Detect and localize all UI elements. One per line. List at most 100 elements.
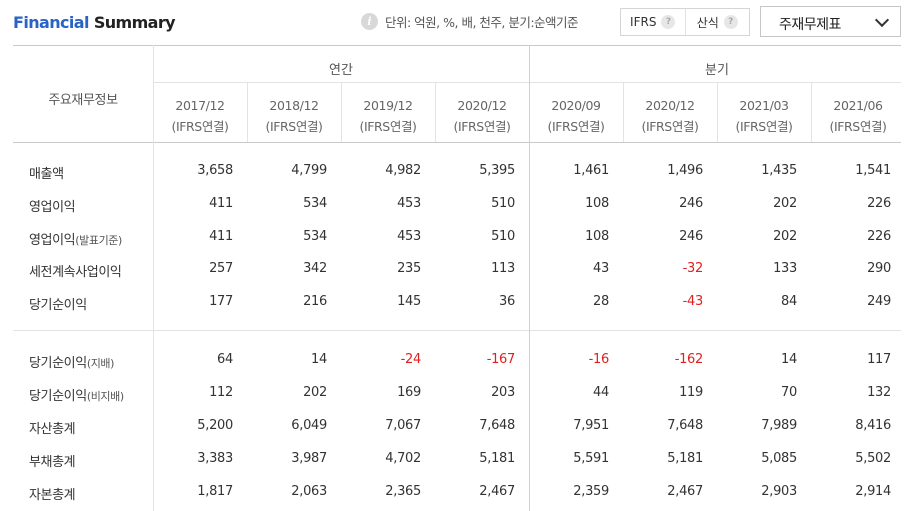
table-cell: 7,067 [385, 418, 421, 433]
table-cell: -16 [588, 352, 610, 367]
table-cell: 5,502 [855, 451, 891, 466]
table-cell: 5,200 [197, 418, 233, 433]
row-label: 영업이익 [29, 196, 76, 215]
table-cell: 1,496 [667, 163, 703, 178]
row-label: 당기순이익(지배) [29, 352, 114, 371]
table-cell: 2,467 [667, 484, 703, 499]
table-cell: 44 [593, 385, 609, 400]
table-cell: 411 [209, 229, 233, 244]
column-basis: (IFRS연결) [265, 119, 323, 134]
column-basis: (IFRS연결) [453, 119, 511, 134]
table-cell: 8,416 [855, 418, 891, 433]
column-basis: (IFRS연결) [359, 119, 417, 134]
table-cell: 3,658 [197, 163, 233, 178]
table-cell: 216 [303, 294, 327, 309]
table-cell: 510 [491, 229, 515, 244]
annual-quarter-divider [529, 45, 530, 511]
table-cell: 108 [585, 229, 609, 244]
unit-text: 단위: 억원, %, 배, 천주, 분기:순액기준 [385, 15, 579, 30]
table-cell: 108 [585, 196, 609, 211]
table-cell: 4,702 [385, 451, 421, 466]
column-period: 2017/12 [175, 98, 225, 113]
table-cell: 1,817 [197, 484, 233, 499]
row-label-text: 매출액 [29, 167, 64, 182]
table-cell: 2,467 [479, 484, 515, 499]
info-circle-icon[interactable]: i [361, 13, 378, 30]
row-label-text: 당기순이익 [29, 389, 87, 404]
table-cell: -162 [674, 352, 704, 367]
column-divider [623, 82, 624, 142]
table-cell: 202 [303, 385, 327, 400]
column-period: 2019/12 [363, 98, 413, 113]
table-cell: 36 [499, 294, 515, 309]
table-cell: 7,951 [573, 418, 609, 433]
formula-toggle-button[interactable]: 산식 ? [684, 9, 750, 35]
table-cell: 117 [867, 352, 891, 367]
group-annual-header: 연간 [329, 63, 353, 78]
column-divider [811, 82, 812, 142]
table-cell: 6,049 [291, 418, 327, 433]
group-header-divider [153, 82, 901, 83]
table-cell: 257 [209, 261, 233, 276]
ifrs-toggle-button[interactable]: IFRS ? [621, 9, 685, 35]
table-cell: 235 [397, 261, 421, 276]
row-label: 당기순이익 [29, 294, 87, 313]
ifrs-label: IFRS [630, 15, 657, 29]
column-header: 2019/12 (IFRS연결) [341, 95, 435, 137]
row-label-text: 영업이익 [29, 233, 76, 248]
column-period: 2021/03 [739, 98, 789, 113]
table-cell: 5,591 [573, 451, 609, 466]
table-cell: 1,541 [855, 163, 891, 178]
table-cell: 5,181 [667, 451, 703, 466]
table-cell: 246 [679, 229, 703, 244]
table-cell: 119 [679, 385, 703, 400]
column-basis: (IFRS연결) [547, 119, 605, 134]
table-cell: 7,989 [761, 418, 797, 433]
table-cell: 4,799 [291, 163, 327, 178]
column-header: 2017/12 (IFRS연결) [153, 95, 247, 137]
column-header: 2020/09 (IFRS연결) [529, 95, 623, 137]
group-quarter-header: 분기 [705, 63, 729, 78]
table-cell: 202 [773, 196, 797, 211]
statement-type-select[interactable]: 주재무제표 [760, 6, 901, 37]
table-cell: 177 [209, 294, 233, 309]
table-cell: 5,395 [479, 163, 515, 178]
table-cell: 226 [867, 229, 891, 244]
table-cell: 342 [303, 261, 327, 276]
table-cell: 5,181 [479, 451, 515, 466]
column-basis: (IFRS연결) [829, 119, 887, 134]
column-header: 2018/12 (IFRS연결) [247, 95, 341, 137]
table-cell: 226 [867, 196, 891, 211]
table-cell: 14 [781, 352, 797, 367]
table-cell: 113 [491, 261, 515, 276]
table-top-border [13, 45, 901, 46]
table-cell: -43 [682, 294, 704, 309]
row-label-qualifier: (발표기준) [75, 234, 122, 247]
column-divider [435, 82, 436, 142]
table-cell: 1,435 [761, 163, 797, 178]
table-cell: 1,461 [573, 163, 609, 178]
table-cell: 534 [303, 229, 327, 244]
column-period: 2021/06 [833, 98, 883, 113]
table-cell: 132 [867, 385, 891, 400]
unit-info: i 단위: 억원, %, 배, 천주, 분기:순액기준 [361, 12, 579, 31]
column-period: 2020/12 [645, 98, 695, 113]
row-label-text: 자산총계 [29, 422, 76, 437]
column-basis: (IFRS연결) [641, 119, 699, 134]
row-label-text: 당기순이익 [29, 356, 87, 371]
column-header: 2020/12 (IFRS연결) [623, 95, 717, 137]
question-circle-icon[interactable]: ? [661, 15, 676, 29]
table-cell: 3,987 [291, 451, 327, 466]
table-cell: -167 [486, 352, 516, 367]
column-divider [247, 82, 248, 142]
section-divider [13, 330, 901, 331]
question-circle-icon[interactable]: ? [723, 15, 738, 29]
column-header: 2020/12 (IFRS연결) [435, 95, 529, 137]
column-divider [717, 82, 718, 142]
table-cell: 453 [397, 229, 421, 244]
column-basis: (IFRS연결) [171, 119, 229, 134]
table-cell: 411 [209, 196, 233, 211]
table-cell: 28 [593, 294, 609, 309]
title-financial: Financial [13, 13, 89, 32]
table-cell: 5,085 [761, 451, 797, 466]
